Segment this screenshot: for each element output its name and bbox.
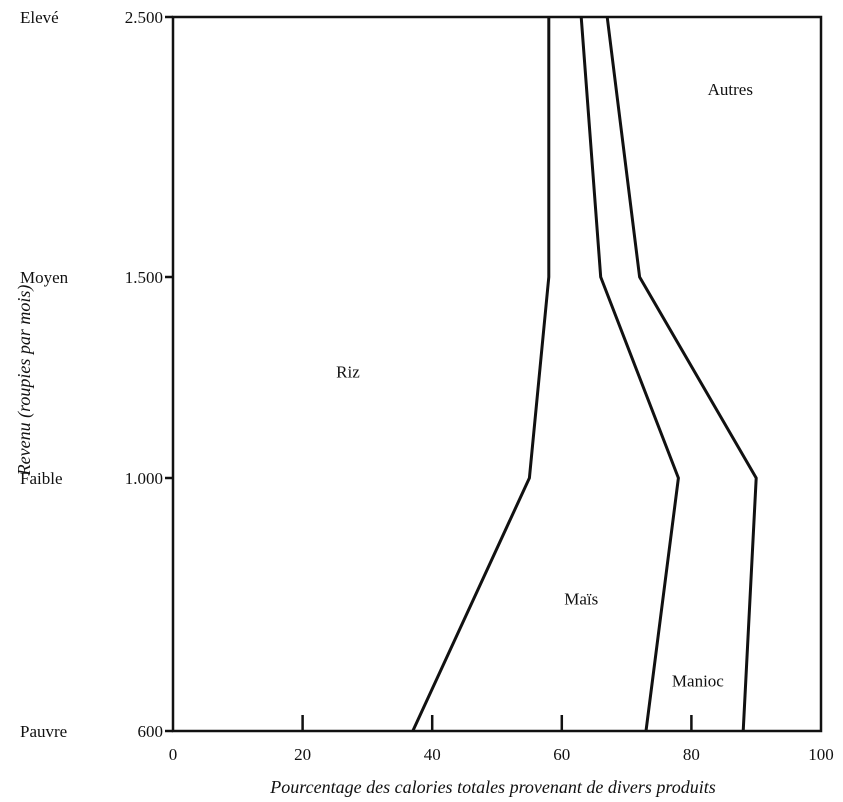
region-label: Manioc <box>672 672 724 691</box>
y-tick-label: 2.500 <box>125 8 163 27</box>
region-label: Riz <box>336 363 360 382</box>
region-label: Autres <box>708 80 753 99</box>
x-tick-label: 100 <box>808 745 834 764</box>
y-axis-title: Revenu (roupies par mois) <box>14 285 35 477</box>
y-level-label: Pauvre <box>20 722 67 741</box>
x-ticks: 0 20 40 60 80 100 <box>169 715 834 764</box>
region-labels: Riz Maïs Manioc Autres <box>336 80 753 691</box>
plot-frame <box>173 17 821 731</box>
boundary-line <box>581 17 678 731</box>
region-label: Maïs <box>564 590 598 609</box>
x-tick-label: 40 <box>424 745 441 764</box>
x-tick-label: 20 <box>294 745 311 764</box>
y-tick-label: 1.000 <box>125 469 163 488</box>
y-level-label: Moyen <box>20 268 69 287</box>
x-tick-label: 0 <box>169 745 178 764</box>
boundary-lines <box>413 17 756 731</box>
x-tick-label: 60 <box>553 745 570 764</box>
boundary-line <box>413 17 549 731</box>
y-tick-label: 1.500 <box>125 268 163 287</box>
x-axis-title: Pourcentage des calories totales provena… <box>269 777 715 797</box>
boundary-line <box>607 17 756 731</box>
y-tick-label: 600 <box>138 722 164 741</box>
y-level-label: Elevé <box>20 8 59 27</box>
x-tick-label: 80 <box>683 745 700 764</box>
